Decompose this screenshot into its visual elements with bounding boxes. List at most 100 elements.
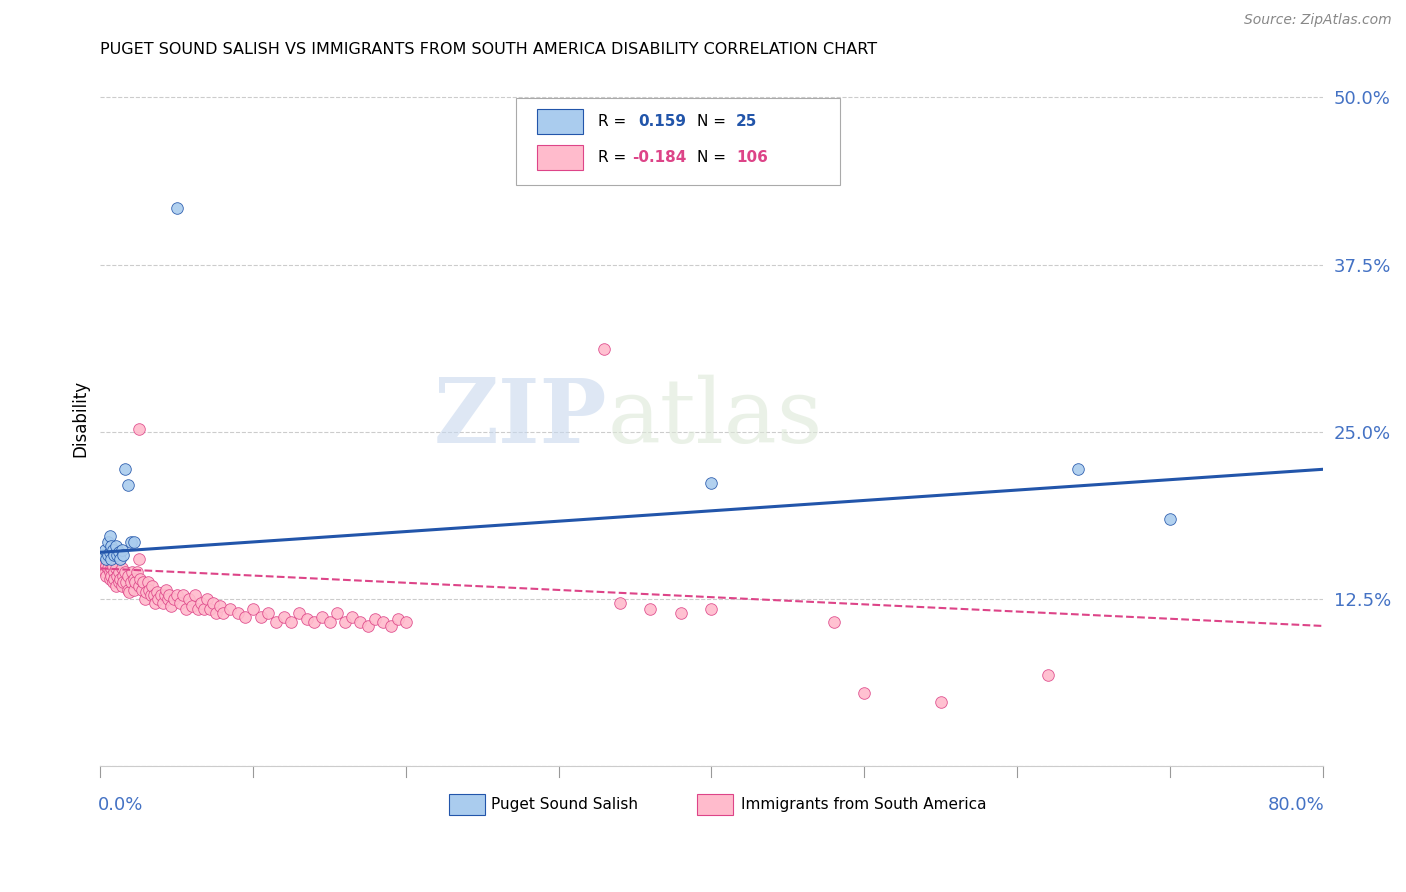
Point (193, 601, 215, 615)
Point (100, 552, 122, 566)
Point (190, 596, 212, 610)
Point (195, 592, 218, 607)
Point (1159, 512, 1181, 526)
Point (96, 552, 118, 566)
Point (318, 615, 340, 629)
Point (97, 552, 120, 566)
Point (128, 552, 150, 566)
Point (121, 566, 143, 580)
Point (700, 601, 723, 615)
Point (146, 585, 169, 599)
Point (669, 606, 692, 620)
Point (114, 462, 136, 476)
Point (112, 569, 135, 583)
Point (94, 542, 117, 557)
Point (395, 615, 418, 629)
Point (97, 561, 120, 575)
Point (94, 566, 117, 580)
Point (101, 574, 124, 589)
Point (143, 596, 166, 610)
Point (111, 542, 134, 557)
Point (125, 566, 148, 580)
Point (235, 609, 257, 624)
Point (103, 566, 125, 580)
Point (205, 606, 228, 620)
Point (108, 552, 131, 566)
Text: R =: R = (598, 150, 626, 165)
Point (280, 615, 302, 629)
Point (357, 619, 380, 633)
Point (387, 612, 409, 626)
Point (609, 596, 631, 610)
Point (104, 579, 127, 593)
Text: atlas: atlas (607, 375, 823, 462)
Point (288, 606, 311, 620)
Point (128, 422, 150, 436)
Point (128, 579, 150, 593)
Text: 25: 25 (735, 114, 758, 128)
Point (101, 558, 124, 573)
Point (187, 601, 209, 615)
Point (181, 599, 204, 613)
Point (97, 548, 120, 562)
Point (120, 534, 142, 549)
Text: 0.159: 0.159 (638, 114, 686, 128)
Text: -0.184: -0.184 (631, 150, 686, 165)
Point (380, 619, 402, 633)
Point (104, 539, 127, 553)
Point (94, 556, 117, 570)
Point (96, 558, 118, 573)
Point (122, 582, 145, 597)
Point (593, 342, 616, 356)
Point (159, 599, 181, 613)
Point (640, 601, 662, 615)
Bar (449, 794, 485, 815)
Point (124, 574, 146, 589)
Point (326, 606, 349, 620)
Point (226, 606, 249, 620)
Point (148, 592, 170, 607)
Point (166, 588, 188, 602)
Text: 106: 106 (735, 150, 768, 165)
Point (131, 582, 153, 597)
Point (273, 609, 295, 624)
Point (117, 478, 139, 492)
Point (112, 548, 135, 562)
Point (342, 609, 364, 624)
Point (174, 601, 197, 615)
Text: ZIP: ZIP (434, 375, 607, 462)
Text: Immigrants from South America: Immigrants from South America (741, 797, 986, 813)
Point (107, 566, 129, 580)
Point (115, 574, 138, 589)
Point (136, 574, 159, 589)
Point (103, 548, 125, 562)
Point (93, 561, 115, 575)
Point (242, 601, 264, 615)
Text: PUGET SOUND SALISH VS IMMIGRANTS FROM SOUTH AMERICA DISABILITY CORRELATION CHART: PUGET SOUND SALISH VS IMMIGRANTS FROM SO… (100, 42, 877, 57)
Point (139, 588, 162, 602)
Point (108, 572, 131, 586)
Y-axis label: Disability: Disability (72, 380, 89, 457)
Text: 80.0%: 80.0% (1268, 796, 1324, 814)
Point (103, 572, 125, 586)
Text: Source: ZipAtlas.com: Source: ZipAtlas.com (1244, 13, 1392, 28)
Point (202, 596, 225, 610)
Point (135, 585, 157, 599)
Point (105, 569, 128, 583)
Point (853, 686, 876, 700)
Point (257, 606, 280, 620)
Point (172, 588, 194, 602)
Point (219, 601, 242, 615)
Point (141, 579, 163, 593)
Point (100, 539, 122, 553)
Point (98, 572, 121, 586)
Point (117, 582, 139, 597)
Bar (537, 145, 583, 170)
Point (208, 599, 231, 613)
Point (349, 615, 371, 629)
Point (184, 588, 207, 602)
Text: N =: N = (697, 150, 725, 165)
Point (107, 574, 129, 589)
Point (169, 596, 191, 610)
Point (264, 615, 287, 629)
